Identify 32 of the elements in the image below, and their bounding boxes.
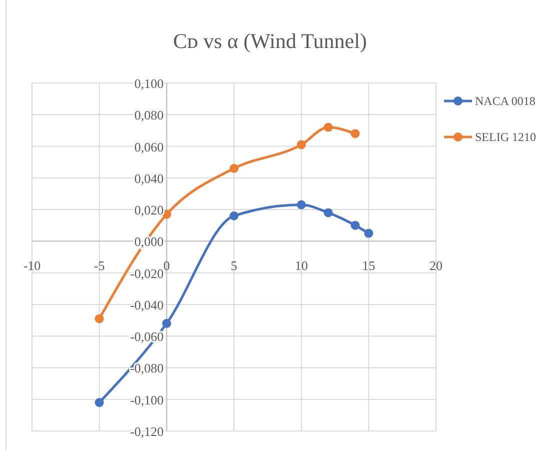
point [94, 314, 104, 324]
x-tick-label: 5 [230, 258, 238, 274]
point [162, 318, 172, 328]
x-tick-label: -5 [94, 258, 105, 274]
y-tick-label: 0,100 [134, 76, 164, 91]
y-tick-label: 0,020 [134, 202, 164, 218]
x-tick-label: 20 [430, 258, 442, 274]
x-tick-label: -10 [23, 258, 41, 274]
point [324, 122, 333, 132]
point [364, 228, 374, 238]
y-tick-label: -0,040 [130, 297, 164, 312]
point [324, 208, 333, 218]
y-tick-label: 0,060 [134, 139, 164, 154]
x-tick-label: 0 [163, 258, 170, 274]
chart-title: Cᴅ vs α (Wind Tunnel) [173, 29, 367, 53]
y-tick-label: -0,100 [130, 392, 164, 408]
point [350, 220, 360, 230]
point [350, 129, 360, 138]
y-tick-label: -0,020 [130, 266, 164, 281]
y-tick-label: 0,040 [134, 170, 164, 186]
y-tick-label: 0,080 [134, 108, 164, 123]
x-tick-label: 10 [294, 258, 308, 274]
legend-label: NACA 0018 [475, 94, 536, 108]
point [296, 200, 306, 210]
x-tick-label: 15 [362, 258, 376, 274]
point [296, 140, 306, 150]
y-tick-label: -0,080 [130, 360, 164, 376]
y-tick-label: -0,120 [130, 424, 164, 439]
point [230, 164, 238, 173]
point [230, 211, 238, 220]
point [94, 398, 104, 408]
legend-label: SELIG 1210 [475, 130, 536, 144]
